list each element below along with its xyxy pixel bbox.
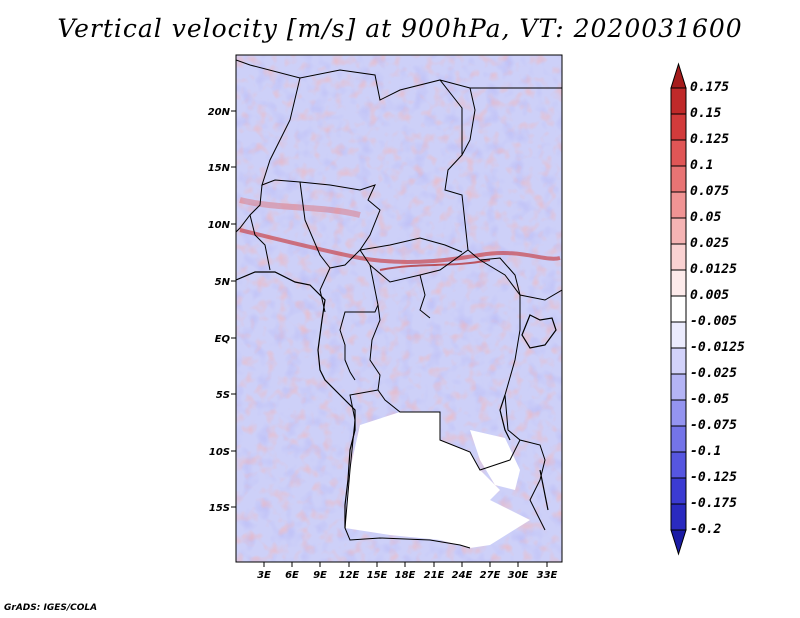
colorbar-segment bbox=[670, 425, 687, 453]
colorbar-level-label: 0.0125 bbox=[690, 262, 737, 277]
colorbar-level-label: -0.05 bbox=[690, 392, 730, 407]
colorbar-segment bbox=[670, 373, 687, 401]
velocity-field bbox=[236, 55, 562, 562]
colorbar-segment bbox=[670, 399, 687, 427]
lake-malawi bbox=[539, 469, 549, 511]
lon-tick-label: 6E bbox=[285, 570, 299, 581]
lon-tick-label: 24E bbox=[452, 570, 473, 581]
lon-tick-label: 27E bbox=[480, 570, 501, 581]
colorbar-level-label: 0.005 bbox=[690, 288, 730, 303]
colorbar-level-label: -0.2 bbox=[690, 522, 722, 537]
no-data-region bbox=[345, 412, 530, 548]
lake-victoria bbox=[521, 314, 557, 349]
colorbar-segment bbox=[670, 295, 687, 323]
colorbar-segment bbox=[670, 139, 687, 167]
colorbar-level-label: -0.025 bbox=[690, 366, 737, 381]
lat-tick-label: 5S bbox=[216, 390, 230, 401]
longitude-axis bbox=[263, 562, 548, 567]
colorbar-level-label: 0.075 bbox=[690, 184, 730, 199]
colorbar-segment bbox=[670, 451, 687, 479]
lat-tick-label: 5N bbox=[215, 277, 231, 288]
plot-title: Vertical velocity [m/s] at 900hPa, VT: 2… bbox=[57, 14, 743, 43]
colorbar-level-label: 0.125 bbox=[690, 132, 730, 147]
colorbar bbox=[670, 62, 687, 556]
colorbar-segment bbox=[670, 243, 687, 271]
latitude-labels: 20N 15N 10N 5N EQ 5S 10S 15S bbox=[208, 107, 231, 514]
lon-tick-label: 21E bbox=[424, 570, 445, 581]
colorbar-bottom-triangle bbox=[670, 529, 687, 556]
lat-tick-label: 15S bbox=[209, 503, 230, 514]
lat-tick-label: 10S bbox=[209, 447, 230, 458]
lon-tick-label: 9E bbox=[313, 570, 327, 581]
lon-tick-label: 3E bbox=[257, 570, 271, 581]
colorbar-segment bbox=[670, 269, 687, 297]
colorbar-segment bbox=[670, 165, 687, 193]
colorbar-level-label: -0.0125 bbox=[690, 340, 745, 355]
colorbar-level-label: 0.025 bbox=[690, 236, 730, 251]
lon-tick-label: 15E bbox=[367, 570, 388, 581]
colorbar-level-label: -0.075 bbox=[690, 418, 737, 433]
longitude-labels: 3E 6E 9E 12E 15E 18E 21E 24E 27E 30E 33E bbox=[257, 570, 557, 581]
lat-tick-label: 20N bbox=[208, 107, 231, 118]
colorbar-segment bbox=[670, 477, 687, 505]
colorbar-segment bbox=[670, 113, 687, 141]
lon-tick-label: 33E bbox=[537, 570, 558, 581]
no-data-region bbox=[470, 430, 520, 490]
colorbar-level-label: -0.125 bbox=[690, 470, 737, 485]
colorbar-segment bbox=[670, 347, 687, 375]
lat-tick-label: 15N bbox=[208, 163, 231, 174]
updraft-band bbox=[239, 197, 361, 218]
lon-tick-label: 18E bbox=[395, 570, 416, 581]
map-frame bbox=[235, 54, 563, 563]
colorbar-level-label: 0.1 bbox=[690, 158, 714, 173]
colorbar-level-label: 0.15 bbox=[690, 106, 722, 121]
lake-tanganyika bbox=[499, 394, 511, 441]
updraft-band bbox=[239, 228, 561, 264]
updraft-band bbox=[379, 259, 491, 271]
colorbar-segment bbox=[670, 321, 687, 349]
colorbar-top-triangle bbox=[670, 62, 687, 89]
latitude-axis bbox=[231, 110, 236, 508]
colorbar-level-label: -0.175 bbox=[690, 496, 737, 511]
colorbar-segment bbox=[670, 87, 687, 115]
coastline bbox=[236, 271, 557, 528]
colorbar-level-label: 0.05 bbox=[690, 210, 722, 225]
lon-tick-label: 30E bbox=[508, 570, 529, 581]
colorbar-segment bbox=[670, 217, 687, 245]
colorbar-segment bbox=[670, 191, 687, 219]
colorbar-level-label: -0.1 bbox=[690, 444, 722, 459]
grads-credit: GrADS: IGES/COLA bbox=[4, 603, 98, 613]
colorbar-level-label: -0.005 bbox=[690, 314, 737, 329]
lon-tick-label: 12E bbox=[339, 570, 360, 581]
colorbar-segment bbox=[670, 503, 687, 531]
colorbar-level-label: 0.175 bbox=[690, 80, 730, 95]
lat-tick-label: 10N bbox=[208, 220, 231, 231]
lat-tick-label: EQ bbox=[215, 334, 231, 345]
